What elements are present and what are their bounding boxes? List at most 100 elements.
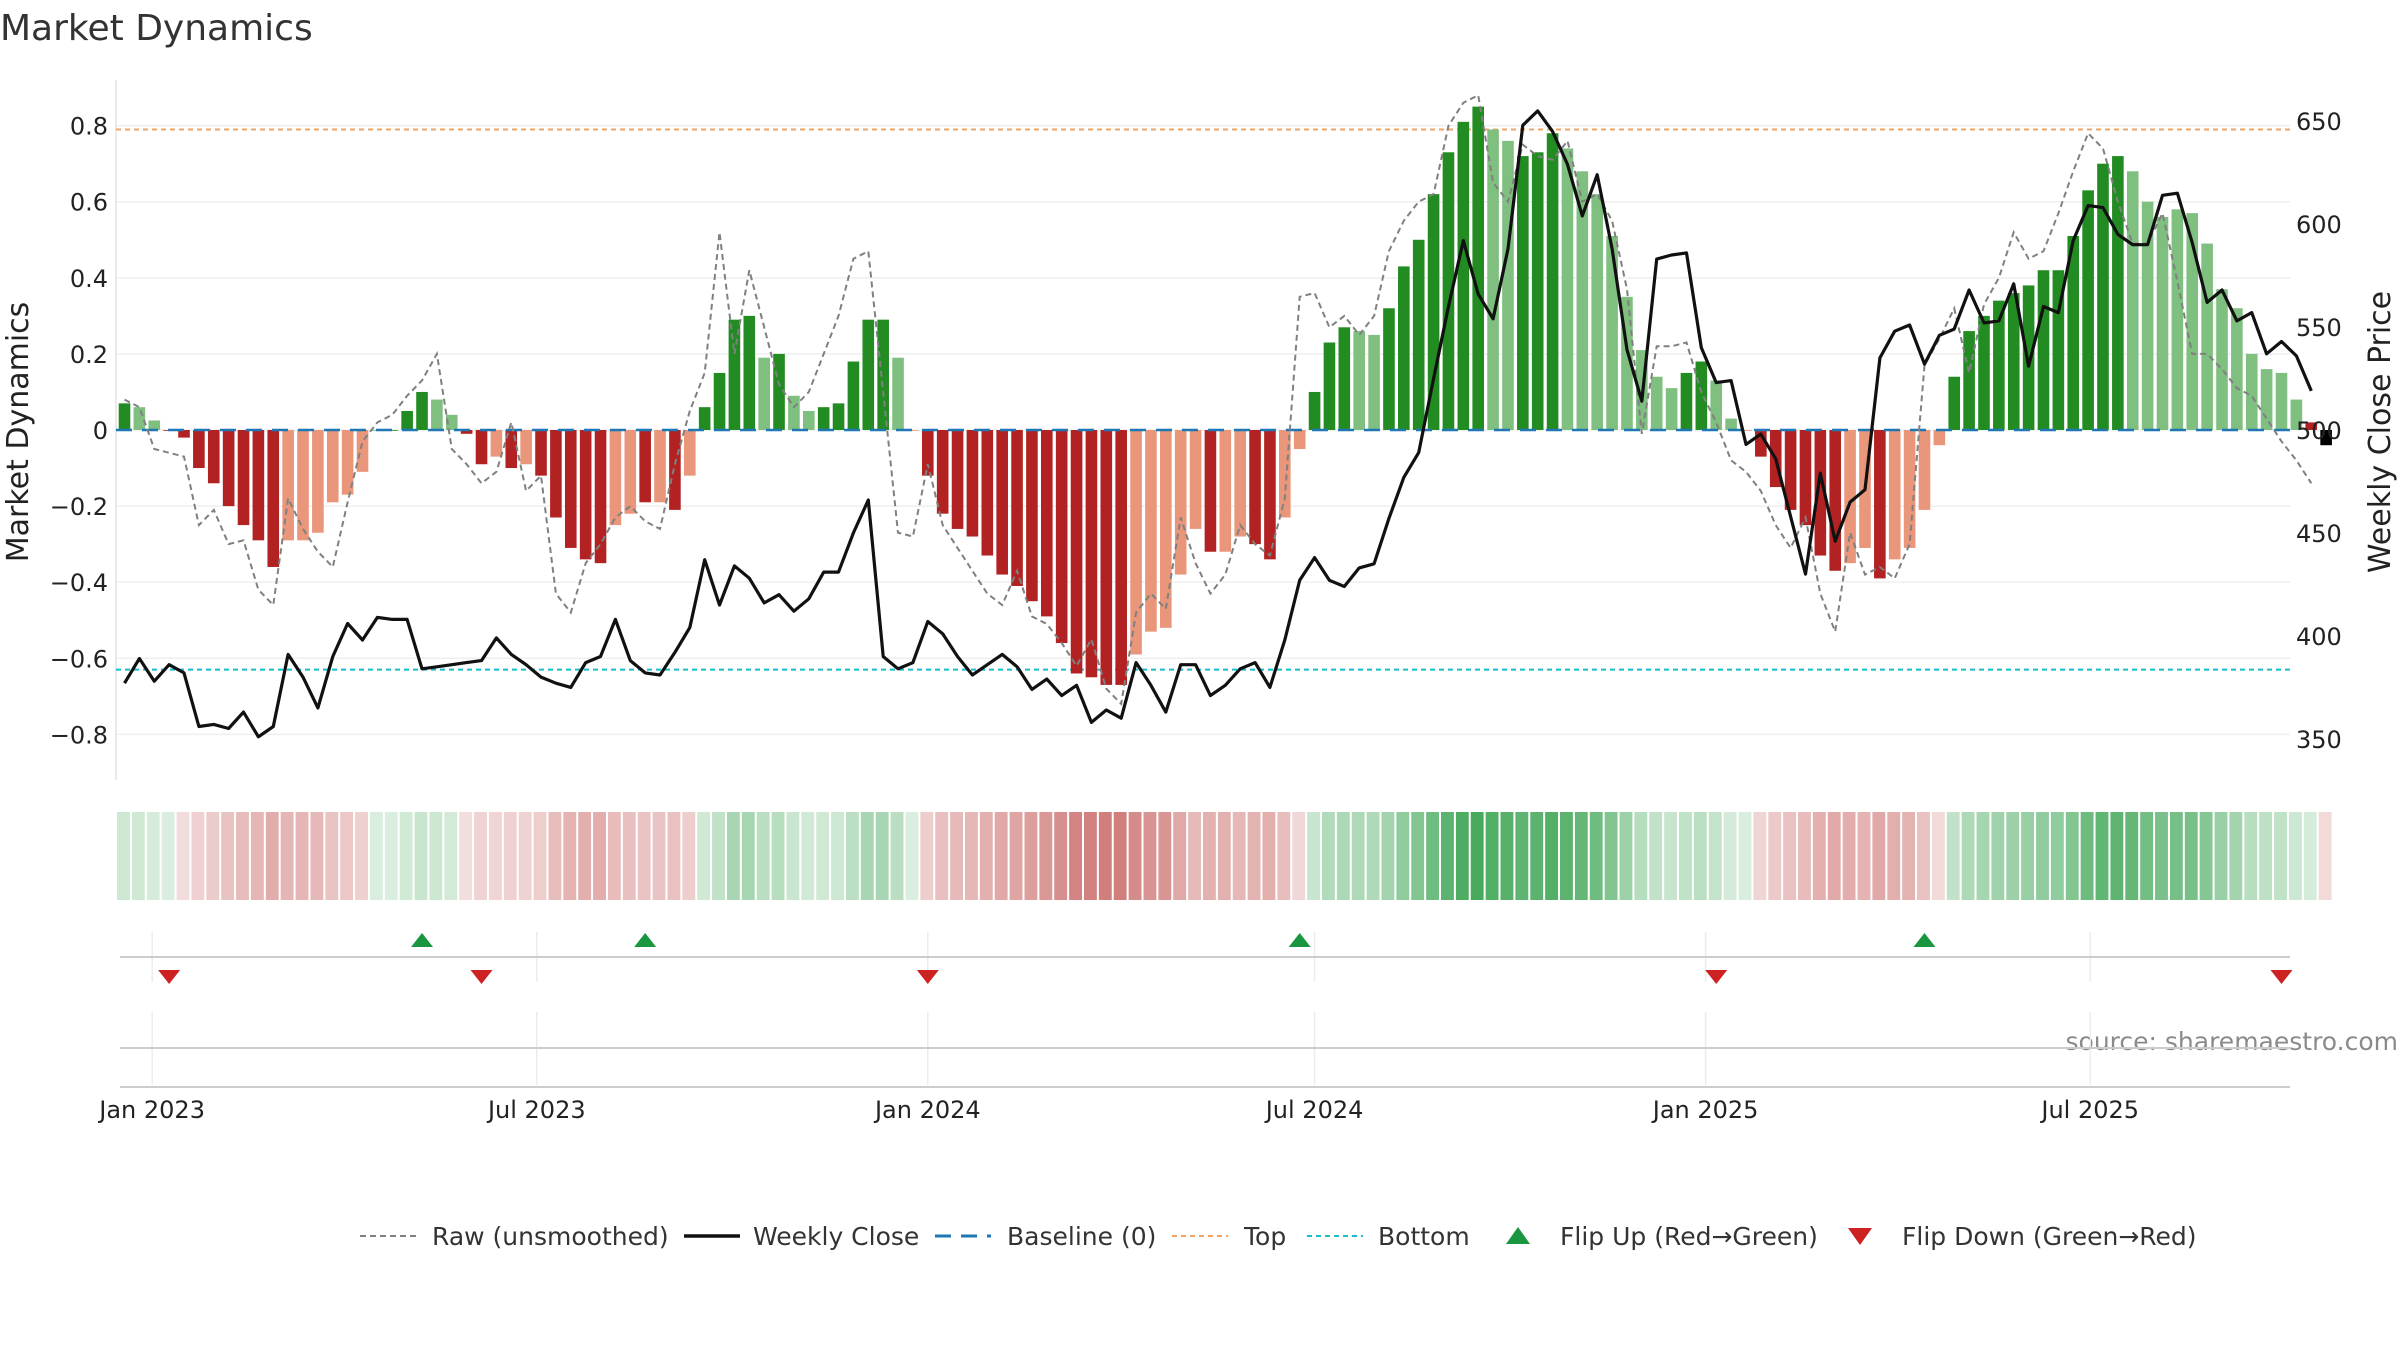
ribbon-cell bbox=[1441, 812, 1454, 900]
ribbon-cell bbox=[2095, 812, 2109, 900]
ribbon-cell bbox=[1738, 812, 1752, 900]
ribbon-cell bbox=[2155, 812, 2168, 900]
ribbon-cell bbox=[1812, 812, 1826, 900]
flip-down-marker bbox=[916, 970, 939, 984]
bar bbox=[1383, 308, 1395, 430]
bar bbox=[2290, 399, 2303, 430]
ribbon-cell bbox=[1604, 812, 1618, 900]
ribbon-cell bbox=[1649, 812, 1663, 900]
y-tick-label: −0.8 bbox=[50, 721, 108, 749]
bar bbox=[2067, 235, 2080, 430]
bar bbox=[639, 430, 651, 503]
y2-tick-label: 650 bbox=[2296, 108, 2342, 136]
ribbon-cell bbox=[1322, 812, 1335, 900]
legend: Raw (unsmoothed) Weekly Close Baseline (0)… bbox=[360, 1222, 2197, 1251]
ribbon-cell bbox=[831, 812, 844, 900]
bar bbox=[1189, 430, 1202, 529]
bar bbox=[341, 430, 354, 495]
weekly-close-line bbox=[123, 109, 2313, 739]
bar bbox=[907, 430, 919, 431]
ribbon-cell bbox=[1426, 812, 1440, 900]
bar bbox=[743, 315, 756, 430]
ribbon-cell bbox=[1470, 812, 1484, 900]
ribbon-cell bbox=[310, 812, 324, 900]
bar bbox=[1963, 331, 1975, 430]
ribbon-cell bbox=[221, 812, 235, 900]
y2-tick-label: 400 bbox=[2296, 623, 2342, 651]
bar bbox=[2037, 270, 2050, 430]
y-tick-label: 0 bbox=[93, 417, 108, 445]
legend-label-close: Weekly Close bbox=[753, 1222, 919, 1251]
ribbon-cell bbox=[161, 812, 175, 900]
bar bbox=[832, 403, 845, 430]
y2-tick-label: 450 bbox=[2296, 520, 2342, 548]
ribbon-cell bbox=[295, 812, 309, 900]
bar bbox=[1145, 430, 1157, 632]
ribbon-cell bbox=[2244, 812, 2258, 900]
bar bbox=[936, 430, 949, 514]
ribbon-cell bbox=[1783, 812, 1797, 900]
ribbon-cell bbox=[2140, 812, 2154, 900]
ribbon-cell bbox=[1574, 812, 1588, 900]
bar bbox=[847, 361, 860, 430]
bar bbox=[2275, 372, 2288, 430]
ribbon-cell bbox=[1188, 812, 1201, 900]
flip-down-marker bbox=[1705, 970, 1728, 984]
flip-up-marker bbox=[1288, 933, 1311, 947]
flip-down-marker bbox=[470, 970, 493, 984]
bar bbox=[282, 430, 294, 541]
bar bbox=[1115, 430, 1127, 685]
ribbon-cell bbox=[1991, 812, 2005, 900]
ribbon-cell bbox=[2006, 812, 2020, 900]
ribbon-cell bbox=[2080, 812, 2094, 900]
y-tick-label: −0.6 bbox=[50, 645, 108, 673]
ribbon-cell bbox=[816, 812, 830, 900]
ribbon-cell bbox=[1946, 812, 1960, 900]
ribbon-cell bbox=[1902, 812, 1916, 900]
bar bbox=[966, 430, 979, 537]
flip-markers bbox=[158, 933, 2293, 984]
bar bbox=[669, 430, 681, 510]
bar bbox=[1844, 430, 1856, 564]
bar bbox=[1814, 430, 1827, 556]
ribbon-cell bbox=[578, 812, 592, 900]
bar bbox=[1933, 430, 1946, 446]
bar bbox=[1219, 430, 1232, 552]
bar bbox=[1903, 430, 1916, 548]
ribbon-cell bbox=[1203, 812, 1216, 900]
bar bbox=[1234, 430, 1246, 537]
bar bbox=[1055, 430, 1068, 644]
ribbon-cell bbox=[2199, 812, 2213, 900]
ribbon-cell bbox=[2229, 812, 2243, 900]
ribbon-cell bbox=[1530, 812, 1544, 900]
bar bbox=[817, 407, 830, 430]
bar bbox=[1829, 430, 1842, 571]
x-tick-label: Jul 2024 bbox=[1264, 1096, 1364, 1124]
bar bbox=[1264, 430, 1276, 560]
ribbon-cell bbox=[1098, 812, 1112, 900]
bar bbox=[1948, 376, 1961, 430]
bar bbox=[773, 353, 785, 430]
bar bbox=[1308, 391, 1321, 430]
ribbon-cell bbox=[2274, 812, 2287, 900]
regime-ribbon bbox=[117, 812, 2332, 900]
bar bbox=[594, 430, 607, 564]
ribbon-cell bbox=[429, 812, 443, 900]
ribbon-cell bbox=[1798, 812, 1811, 900]
bar bbox=[862, 319, 875, 430]
bar bbox=[475, 430, 488, 465]
bar bbox=[1680, 372, 1693, 430]
bar bbox=[788, 395, 800, 430]
ribbon-cell bbox=[667, 812, 681, 900]
y-axis-label: Market Dynamics bbox=[1, 302, 36, 563]
bar bbox=[1531, 152, 1544, 431]
bar bbox=[951, 430, 964, 529]
bar bbox=[1353, 331, 1365, 430]
bar bbox=[2201, 243, 2213, 430]
bar bbox=[222, 430, 235, 507]
bar bbox=[2320, 430, 2332, 446]
ribbon-cell bbox=[1396, 812, 1410, 900]
ribbon-cell bbox=[1366, 812, 1380, 900]
bar bbox=[133, 407, 146, 430]
